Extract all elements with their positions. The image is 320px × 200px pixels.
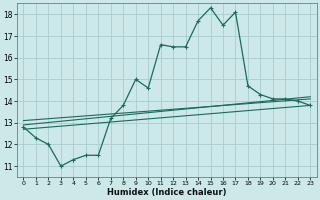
X-axis label: Humidex (Indice chaleur): Humidex (Indice chaleur) (107, 188, 227, 197)
